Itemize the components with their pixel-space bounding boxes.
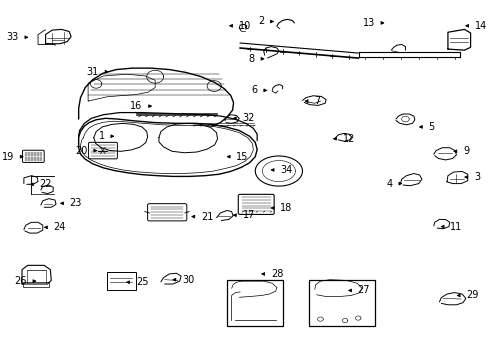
Text: 28: 28 bbox=[270, 269, 283, 279]
Text: 14: 14 bbox=[474, 21, 486, 31]
Text: 34: 34 bbox=[280, 165, 292, 175]
Text: 10: 10 bbox=[238, 21, 250, 31]
Text: 31: 31 bbox=[86, 67, 99, 77]
Text: 8: 8 bbox=[248, 54, 254, 64]
Text: 4: 4 bbox=[386, 179, 392, 189]
Text: 7: 7 bbox=[314, 96, 320, 106]
Text: 1: 1 bbox=[98, 131, 104, 141]
Text: 21: 21 bbox=[201, 212, 213, 221]
Text: 18: 18 bbox=[280, 203, 292, 213]
Text: 25: 25 bbox=[136, 277, 148, 287]
Text: 19: 19 bbox=[2, 152, 14, 162]
Text: 17: 17 bbox=[242, 210, 254, 220]
Text: 13: 13 bbox=[362, 18, 374, 28]
Text: 11: 11 bbox=[449, 222, 462, 231]
Text: 9: 9 bbox=[462, 146, 468, 156]
Bar bbox=[308, 280, 374, 326]
Text: 3: 3 bbox=[473, 172, 479, 182]
Text: 16: 16 bbox=[130, 101, 142, 111]
Text: 24: 24 bbox=[54, 222, 66, 232]
Text: 2: 2 bbox=[258, 17, 264, 27]
Text: 32: 32 bbox=[242, 113, 254, 123]
Text: 26: 26 bbox=[14, 276, 27, 286]
Text: 12: 12 bbox=[342, 134, 354, 144]
Text: 5: 5 bbox=[427, 122, 434, 132]
Text: 33: 33 bbox=[6, 32, 19, 42]
Text: 15: 15 bbox=[236, 152, 248, 162]
Text: 20: 20 bbox=[75, 145, 87, 156]
Text: 22: 22 bbox=[40, 179, 52, 189]
Text: 27: 27 bbox=[357, 285, 369, 296]
Text: 23: 23 bbox=[70, 198, 82, 208]
Text: 29: 29 bbox=[466, 291, 478, 301]
Bar bbox=[226, 280, 282, 326]
Text: 30: 30 bbox=[182, 275, 194, 285]
Text: 6: 6 bbox=[251, 85, 257, 95]
